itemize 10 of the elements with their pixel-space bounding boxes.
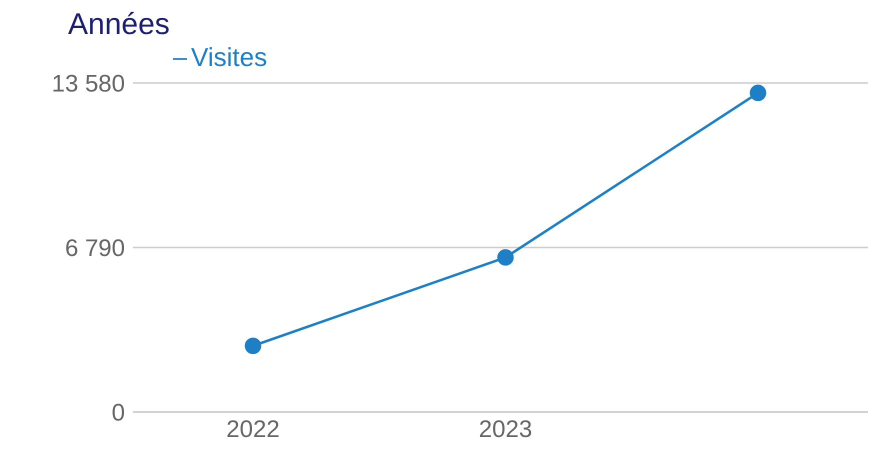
x-tick-label: 2023: [478, 416, 532, 444]
y-tick-label: 0: [112, 400, 125, 427]
chart-title: Années: [68, 8, 171, 42]
point: [244, 338, 262, 354]
point: [497, 249, 514, 266]
legend-label: Visites: [191, 42, 268, 72]
y-tick-label: 13 580: [52, 70, 125, 98]
x-tick-label: 2022: [226, 416, 280, 444]
y-tick-label: 6 790: [64, 235, 125, 262]
point: [750, 84, 766, 102]
